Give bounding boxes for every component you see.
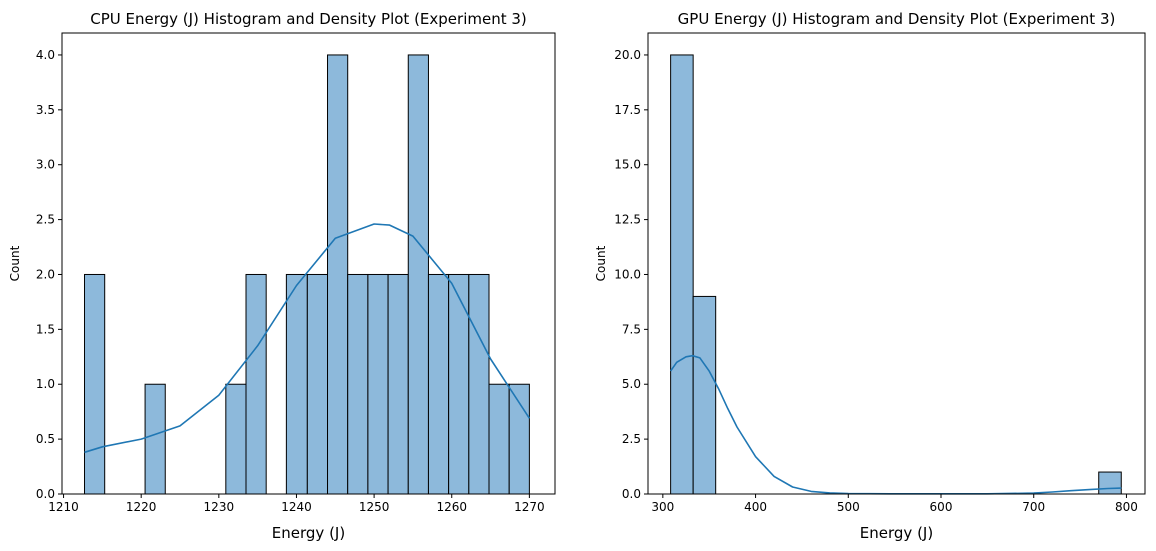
cpu-x-tick-label: 1210 [48, 500, 79, 514]
gpu-y-tick-label: 0.0 [622, 487, 641, 501]
cpu-histogram-bar [144, 383, 166, 495]
gpu-chart-title: GPU Energy (J) Histogram and Density Plo… [678, 10, 1116, 28]
cpu-x-axis-label: Energy (J) [272, 524, 345, 542]
gpu-y-tick-label: 2.5 [622, 432, 641, 446]
cpu-chart-title: CPU Energy (J) Histogram and Density Plo… [90, 10, 527, 28]
cpu-histogram-bar [448, 273, 470, 495]
gpu-y-tick-label: 20.0 [614, 48, 641, 62]
gpu-x-tick-label: 600 [930, 500, 953, 514]
cpu-histogram-bar [245, 273, 267, 495]
cpu-x-tick-label: 1270 [514, 500, 545, 514]
cpu-y-tick-label: 0.5 [36, 432, 55, 446]
gpu-x-axis-label: Energy (J) [860, 524, 933, 542]
cpu-x-tick-label: 1260 [436, 500, 467, 514]
cpu-histogram-bar [488, 383, 510, 495]
cpu-energy-panel: 1210 1220 1230 1240 1250 1260 1270 0.0 0.5 1.0 1.5… [8, 10, 556, 542]
cpu-x-tick-label: 1230 [204, 500, 235, 514]
gpu-y-tick-label: 5.0 [622, 377, 641, 391]
cpu-histogram-bar [347, 273, 369, 495]
cpu-histogram-bar [427, 273, 450, 495]
cpu-axes-frame [61, 32, 556, 495]
gpu-y-tick-label: 15.0 [614, 158, 641, 172]
gpu-histogram-bar [670, 54, 694, 495]
cpu-kde-line [84, 223, 531, 454]
cpu-y-tick-label: 3.5 [36, 103, 55, 117]
cpu-histogram-bar [367, 273, 389, 495]
gpu-x-tick-label: 400 [744, 500, 767, 514]
cpu-histogram-bar [508, 383, 530, 495]
gpu-axes-frame [647, 32, 1146, 495]
gpu-y-tick-label: 10.0 [614, 267, 641, 281]
cpu-histogram-bar [285, 273, 308, 495]
cpu-x-tick-label: 1250 [359, 500, 390, 514]
cpu-histogram-bar [468, 273, 490, 495]
gpu-kde-line [669, 354, 1122, 495]
cpu-x-tick-label: 1220 [126, 500, 157, 514]
cpu-y-axis-label: Count [8, 245, 22, 281]
cpu-y-tick-label: 0.0 [36, 487, 55, 501]
gpu-y-tick-label: 17.5 [614, 103, 641, 117]
cpu-y-tick-label: 2.5 [36, 213, 55, 227]
cpu-y-tick-label: 4.0 [36, 48, 55, 62]
cpu-histogram-bar [84, 273, 106, 495]
gpu-histogram-bar [1098, 471, 1122, 495]
gpu-x-tick-label: 800 [1115, 500, 1138, 514]
cpu-histogram-bar [306, 273, 329, 495]
gpu-histogram-bar [692, 295, 717, 495]
gpu-y-axis-label: Count [594, 245, 608, 281]
cpu-histogram-bar [327, 54, 349, 495]
cpu-y-tick-label: 1.5 [36, 322, 55, 336]
cpu-histogram-bar [387, 273, 409, 495]
cpu-y-tick-label: 3.0 [36, 158, 55, 172]
cpu-y-tick-label: 1.0 [36, 377, 55, 391]
gpu-y-tick-label: 7.5 [622, 322, 641, 336]
gpu-energy-panel: 300 400 500 600 700 800 0.0 2.5 5.0 7.5 10.0 12.5 15… [594, 10, 1146, 542]
gpu-x-tick-label: 700 [1022, 500, 1045, 514]
cpu-y-tick-label: 2.0 [36, 267, 55, 281]
gpu-y-tick-label: 12.5 [614, 213, 641, 227]
cpu-x-tick-label: 1240 [281, 500, 312, 514]
cpu-histogram-bar [225, 383, 247, 495]
gpu-x-tick-label: 500 [837, 500, 860, 514]
cpu-histogram-bar [407, 54, 429, 495]
gpu-x-tick-label: 300 [651, 500, 674, 514]
